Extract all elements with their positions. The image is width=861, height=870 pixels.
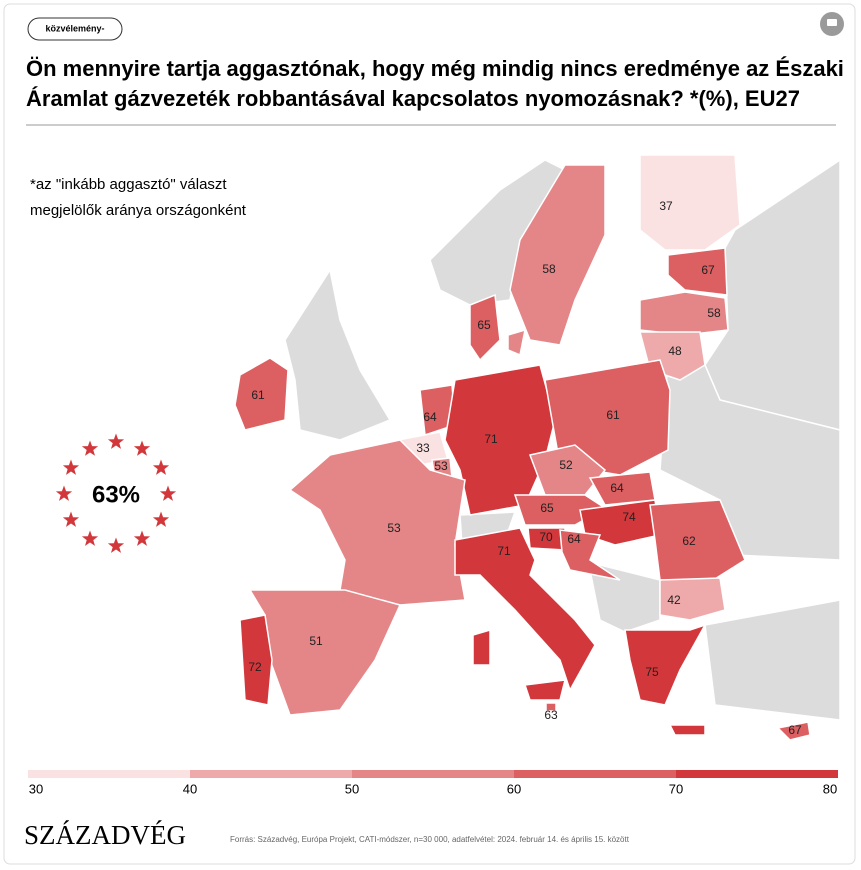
country — [639, 291, 729, 336]
legend-swatch — [676, 770, 838, 778]
country — [288, 439, 466, 606]
country-value: 53 — [434, 459, 448, 473]
country — [659, 577, 726, 621]
star — [62, 459, 80, 475]
country-value: 64 — [610, 481, 624, 495]
country-value: 48 — [668, 344, 682, 358]
country-value: 67 — [788, 723, 802, 737]
country — [454, 527, 596, 692]
country — [668, 724, 706, 736]
non-eu-land — [284, 268, 392, 441]
country-value: 65 — [477, 318, 491, 332]
star — [133, 530, 151, 546]
legend-tick-label: 70 — [669, 781, 683, 796]
legend-tick-label: 50 — [345, 781, 359, 796]
legend: 30 40 50 60 70 80 — [28, 770, 838, 796]
country-value: 51 — [309, 634, 323, 648]
star — [159, 485, 177, 501]
star — [152, 459, 170, 475]
country — [776, 721, 811, 741]
country — [639, 154, 741, 251]
legend-tick-label: 30 — [29, 781, 43, 796]
note-line: megjelölők aránya országonként — [30, 202, 247, 219]
country — [239, 614, 273, 706]
country-value: 64 — [567, 532, 581, 546]
country-value: 72 — [248, 660, 262, 674]
country — [507, 328, 526, 357]
non-eu-land — [704, 599, 841, 721]
country-value: 61 — [251, 388, 265, 402]
source: Forrás: Századvég, Európa Projekt, CATI-… — [230, 835, 630, 844]
star — [152, 511, 170, 527]
country-value: 58 — [707, 306, 721, 320]
tag-pill — [27, 17, 123, 41]
country — [579, 499, 661, 546]
star — [107, 537, 125, 553]
non-eu-land — [659, 359, 841, 561]
country-value: 63 — [544, 708, 558, 722]
country — [234, 357, 289, 431]
country-value: 74 — [622, 510, 636, 524]
country-value: 65 — [540, 501, 554, 515]
legend-tick-label: 80 — [823, 781, 837, 796]
eu-stars — [55, 433, 177, 553]
countries: 37 58 67 58 48 61 65 64 33 53 71 61 52 64 65 74 70 64 62 42… — [234, 154, 811, 741]
eu-average: 63% — [92, 481, 140, 508]
tag: közvélemény- — [45, 23, 104, 33]
country-value: 75 — [645, 665, 659, 679]
country-value: 62 — [682, 534, 696, 548]
country-value: 42 — [667, 593, 681, 607]
country-value: 64 — [423, 410, 437, 424]
country-value: 67 — [701, 263, 715, 277]
legend-tick-label: 40 — [183, 781, 197, 796]
country-value: 52 — [559, 458, 573, 472]
country — [469, 293, 501, 362]
country-value: 71 — [484, 432, 498, 446]
star — [55, 485, 73, 501]
country-value: 37 — [659, 199, 673, 213]
title-line: Ön mennyire tartja aggasztónak, hogy még… — [26, 56, 844, 81]
title-line: Áramlat gázvezeték robbantásával kapcsol… — [26, 86, 800, 111]
country-value: 33 — [416, 441, 430, 455]
country-value: 53 — [387, 521, 401, 535]
star — [81, 530, 99, 546]
legend-swatch — [514, 770, 676, 778]
country-value: 70 — [539, 530, 553, 544]
legend-tick-label: 60 — [507, 781, 521, 796]
logo: SZÁZADVÉG — [24, 820, 186, 850]
star — [62, 511, 80, 527]
country — [472, 628, 491, 666]
star — [107, 433, 125, 449]
country-value: 61 — [606, 408, 620, 422]
country-value: 71 — [497, 544, 511, 558]
country — [523, 679, 566, 701]
star — [81, 440, 99, 456]
icon-glyph — [827, 19, 837, 26]
country — [509, 164, 606, 346]
legend-swatch — [28, 770, 190, 778]
country — [559, 529, 621, 581]
country — [624, 623, 707, 706]
legend-swatch — [190, 770, 352, 778]
star — [133, 440, 151, 456]
note-line: *az "inkább aggasztó" választ — [30, 176, 227, 193]
country-value: 58 — [542, 262, 556, 276]
legend-swatch — [352, 770, 514, 778]
country — [667, 247, 728, 296]
country — [545, 702, 557, 712]
